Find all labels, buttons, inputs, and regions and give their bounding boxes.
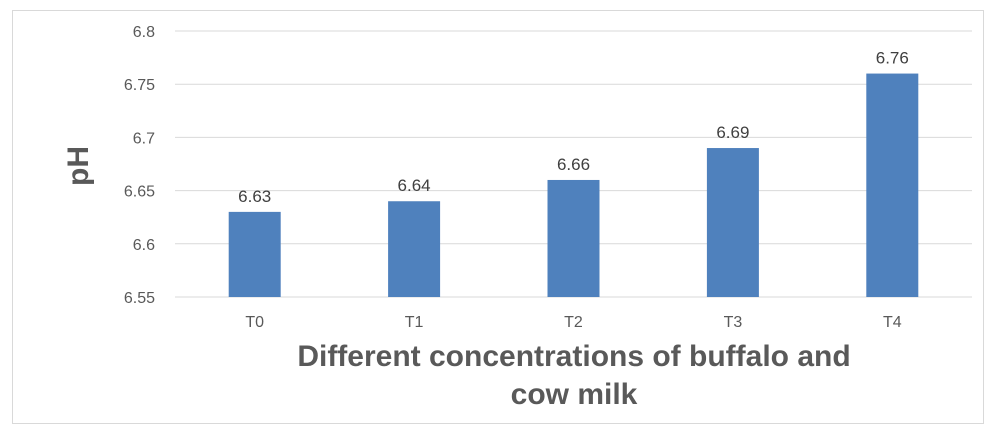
y-tick-label: 6.6 xyxy=(133,237,155,254)
data-label-t4: 6.76 xyxy=(876,49,909,68)
y-tick-label: 6.7 xyxy=(133,130,155,147)
x-tick-label-t2: T2 xyxy=(564,314,583,331)
bar-t4 xyxy=(866,73,919,297)
bar-t0 xyxy=(228,211,281,297)
data-labels: 6.63 6.64 6.66 6.69 6.76 xyxy=(238,49,909,206)
x-tick-label-t0: T0 xyxy=(245,314,264,331)
y-axis-ticks: 6.55 6.6 6.65 6.7 6.75 6.8 xyxy=(124,24,155,307)
y-tick-label: 6.75 xyxy=(124,77,155,94)
x-axis-ticks: T0 T1 T2 T3 T4 xyxy=(245,314,901,331)
x-axis-label-line-1: Different concentrations of buffalo and xyxy=(297,340,850,373)
data-label-t2: 6.66 xyxy=(557,155,590,174)
x-tick-label-t3: T3 xyxy=(724,314,743,331)
data-label-t1: 6.64 xyxy=(398,176,431,195)
data-label-t3: 6.69 xyxy=(716,123,749,142)
y-tick-label: 6.65 xyxy=(124,184,155,201)
chart-frame xyxy=(12,10,984,424)
x-tick-label-t4: T4 xyxy=(883,314,902,331)
bar-t1 xyxy=(388,201,441,297)
gridlines xyxy=(175,30,972,298)
y-tick-label: 6.55 xyxy=(124,290,155,307)
bar-t2 xyxy=(547,179,600,297)
data-label-t0: 6.63 xyxy=(238,187,271,206)
bar-t3 xyxy=(706,148,759,297)
x-axis-label-line-2: cow milk xyxy=(511,378,638,411)
bars xyxy=(228,73,919,297)
y-tick-label: 6.8 xyxy=(133,24,155,41)
x-tick-label-t1: T1 xyxy=(405,314,424,331)
y-axis-label: pH xyxy=(62,146,95,186)
